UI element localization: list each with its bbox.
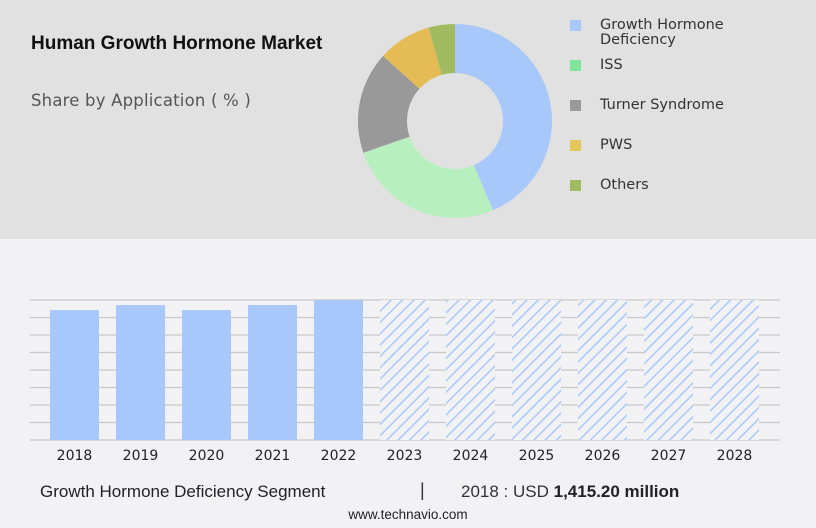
separator: | (420, 480, 425, 500)
bar-2028 (710, 300, 759, 440)
legend-swatch (570, 20, 581, 31)
x-tick-label: 2025 (519, 448, 555, 464)
bar-2020 (182, 310, 231, 440)
bar-2019 (116, 305, 165, 440)
chart-subtitle: Share by Application ( % ) (31, 91, 252, 110)
x-tick-label: 2018 (57, 448, 93, 464)
x-tick-label: 2019 (123, 448, 159, 464)
bar-2026 (578, 300, 627, 440)
bar-2025 (512, 300, 561, 440)
legend-label: Others (600, 177, 649, 193)
x-tick-label: 2022 (321, 448, 357, 464)
legend-label: PWS (600, 137, 633, 153)
value-amount: 1,415.20 million (553, 482, 680, 501)
x-tick-label: 2020 (189, 448, 225, 464)
bar-2024 (446, 300, 495, 440)
bar-2021 (248, 305, 297, 440)
donut-slice-pws (383, 27, 442, 89)
x-tick-label: 2023 (387, 448, 423, 464)
legend-swatch (570, 60, 581, 71)
legend-swatch (570, 100, 581, 111)
x-tick-label: 2024 (453, 448, 489, 464)
value-prefix: 2018 : USD (461, 482, 554, 501)
x-tick-label: 2027 (651, 448, 687, 464)
source-url: www.technavio.com (348, 507, 468, 522)
bar-2023 (380, 300, 429, 440)
x-tick-label: 2028 (717, 448, 753, 464)
donut-slice-others (428, 24, 455, 75)
donut-slice-turner-syndrome (358, 55, 420, 153)
legend-swatch (570, 140, 581, 151)
legend-label: Turner Syndrome (600, 97, 724, 113)
donut-chart (358, 24, 552, 218)
legend-label: ISS (600, 57, 623, 73)
x-tick-label: 2026 (585, 448, 621, 464)
donut-slice-growth-hormone-deficiency (455, 24, 552, 211)
bar-2022 (314, 300, 363, 440)
x-tick-label: 2021 (255, 448, 291, 464)
segment-label: Growth Hormone Deficiency Segment (40, 482, 326, 501)
chart-title: Human Growth Hormone Market (31, 33, 323, 54)
segment-value: 2018 : USD 1,415.20 million (461, 482, 679, 502)
legend-label: Growth Hormone Deficiency (600, 17, 724, 48)
donut-slice-iss (363, 136, 493, 218)
legend-swatch (570, 180, 581, 191)
bar-chart: 2018 2019 2020 2021 2022 2023 2024 2025 2026 2027… (30, 299, 780, 464)
bar-2027 (644, 300, 693, 440)
bar-2018 (50, 310, 99, 440)
